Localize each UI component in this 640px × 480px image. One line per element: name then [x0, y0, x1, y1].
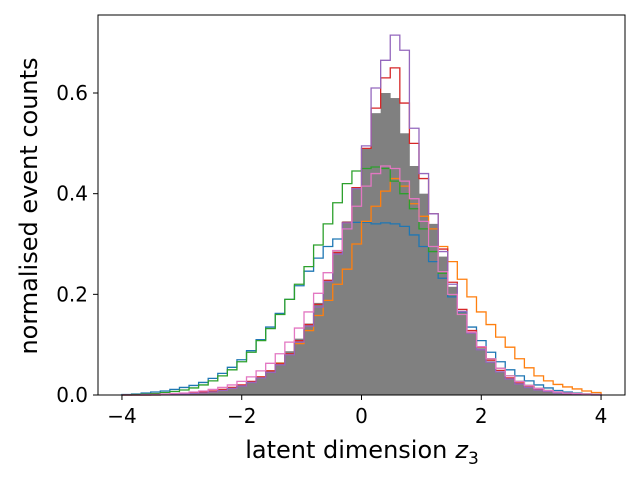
histogram-bar: [486, 361, 497, 395]
filled-histogram-bars: [150, 93, 602, 396]
histogram-bar: [342, 221, 353, 395]
histogram-bar: [447, 286, 458, 395]
histogram-bar: [466, 332, 477, 395]
x-tick-label: 4: [595, 404, 608, 428]
histogram-bar: [409, 165, 420, 395]
x-tick-label: −4: [107, 404, 136, 428]
histogram-bar: [332, 251, 343, 395]
x-tick-label: −2: [227, 404, 256, 428]
histogram-bar: [227, 387, 238, 395]
histogram-bar: [543, 391, 554, 395]
histogram-bar: [361, 148, 372, 395]
histogram-bar: [294, 338, 305, 395]
histogram-bar: [284, 351, 295, 395]
histogram-bar: [371, 113, 382, 396]
histogram-bar: [428, 223, 439, 395]
histogram-bar: [236, 385, 247, 395]
y-axis-ticks: 0.0 0.2 0.4 0.6: [56, 81, 98, 407]
x-axis-ticks: −4 −2 0 2 4: [107, 395, 607, 428]
histogram-bar: [246, 381, 257, 395]
histogram-bar: [275, 362, 286, 395]
histogram-bar: [476, 348, 487, 395]
histogram-bar: [304, 323, 314, 395]
y-tick-label: 0.6: [56, 81, 88, 105]
x-tick-label: 2: [475, 404, 488, 428]
histogram-bar: [524, 387, 535, 395]
histogram-bar: [495, 371, 506, 395]
histogram-bar: [351, 188, 362, 395]
step-histogram-lines: [121, 34, 602, 396]
histogram-bar: [505, 378, 516, 395]
y-axis-label: normalised event counts: [15, 57, 43, 354]
step-series-6: [121, 165, 602, 396]
y-tick-label: 0.2: [56, 282, 88, 306]
histogram-bar: [438, 256, 449, 395]
histogram-bar: [514, 383, 525, 395]
histogram-bar: [380, 93, 391, 395]
y-tick-label: 0.4: [56, 182, 88, 206]
histogram-bar: [390, 98, 401, 396]
histogram-bar: [265, 370, 276, 395]
histogram-bar: [256, 376, 267, 395]
histogram-bar: [399, 133, 410, 395]
histogram-bar: [217, 389, 228, 395]
histogram-bar: [553, 392, 564, 395]
x-tick-label: 0: [355, 404, 368, 428]
histogram-bar: [457, 311, 468, 395]
histogram-bar: [313, 302, 324, 395]
y-tick-label: 0.0: [56, 383, 88, 407]
histogram-bar: [562, 393, 573, 395]
x-axis-label: latent dimension z3: [245, 436, 479, 469]
histogram-bar: [208, 390, 219, 395]
histogram-bar: [323, 280, 334, 395]
histogram-bar: [533, 389, 544, 395]
histogram-bar: [418, 193, 429, 395]
